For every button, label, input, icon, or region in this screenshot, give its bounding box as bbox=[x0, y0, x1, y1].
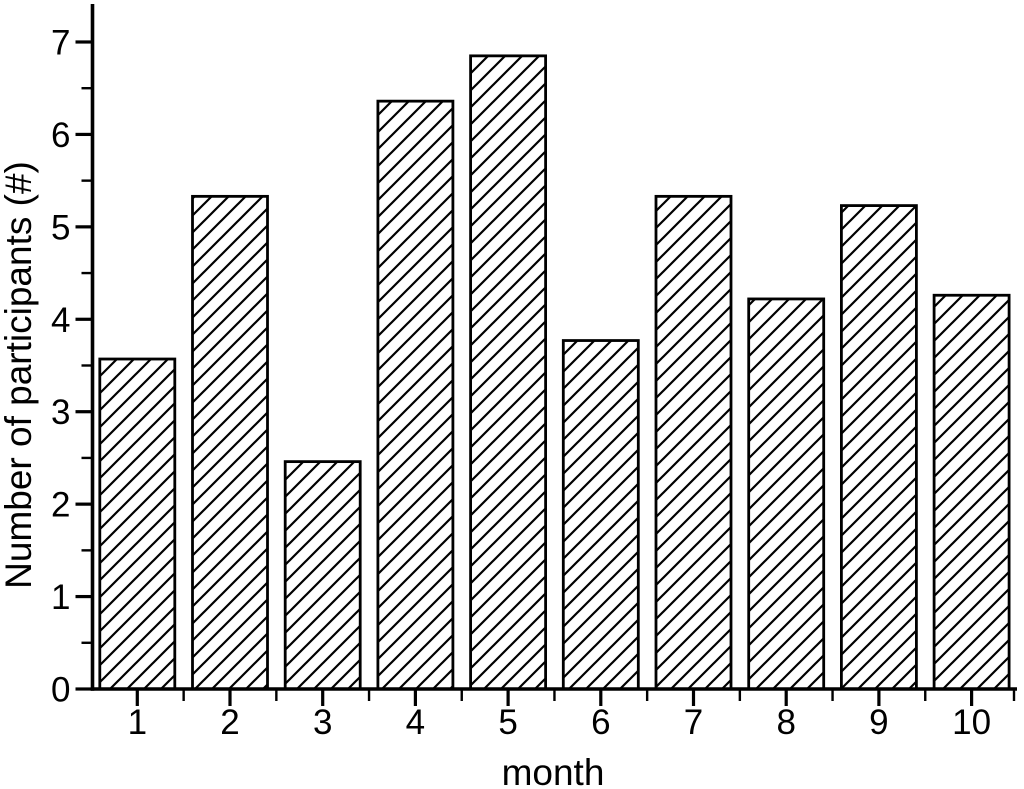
bar-month-5 bbox=[469, 54, 548, 691]
bar-month-7 bbox=[654, 194, 733, 691]
bar-month-2 bbox=[191, 194, 269, 691]
bar-month-8 bbox=[747, 297, 826, 691]
x-axis-title: month bbox=[502, 752, 605, 789]
y-tick-label: 6 bbox=[51, 116, 70, 155]
bar-month-4 bbox=[376, 99, 455, 691]
y-tick-label: 1 bbox=[51, 578, 70, 617]
bar-month-9 bbox=[840, 204, 918, 691]
x-tick-label: 6 bbox=[591, 703, 610, 742]
y-tick-label: 0 bbox=[51, 671, 70, 710]
x-tick-label: 8 bbox=[776, 703, 795, 742]
y-tick-label: 7 bbox=[51, 23, 70, 62]
bar-month-3 bbox=[283, 460, 362, 691]
x-tick-label: 1 bbox=[128, 703, 147, 742]
tick-labels-group: 0 1 2 3 4 5 6 7 1 2 3 4 5 6 7 8 9 10 bbox=[51, 23, 991, 742]
y-tick-label: 2 bbox=[51, 486, 70, 525]
bars-group bbox=[98, 54, 1011, 691]
x-tick-label: 2 bbox=[220, 703, 239, 742]
x-tick-label: 10 bbox=[952, 703, 991, 742]
x-tick-label: 7 bbox=[684, 703, 703, 742]
bar-month-6 bbox=[561, 339, 640, 691]
bar-month-10 bbox=[932, 293, 1011, 691]
y-tick-label: 4 bbox=[51, 301, 70, 340]
x-tick-label: 4 bbox=[406, 703, 425, 742]
ticks-group bbox=[75, 40, 1016, 706]
x-tick-label: 9 bbox=[869, 703, 888, 742]
y-axis-title: Number of participants (#) bbox=[0, 161, 39, 589]
y-tick-label: 5 bbox=[51, 208, 70, 247]
y-tick-label: 3 bbox=[51, 393, 70, 432]
x-tick-label: 5 bbox=[498, 703, 517, 742]
bar-month-1 bbox=[98, 357, 177, 691]
x-tick-label: 3 bbox=[313, 703, 332, 742]
